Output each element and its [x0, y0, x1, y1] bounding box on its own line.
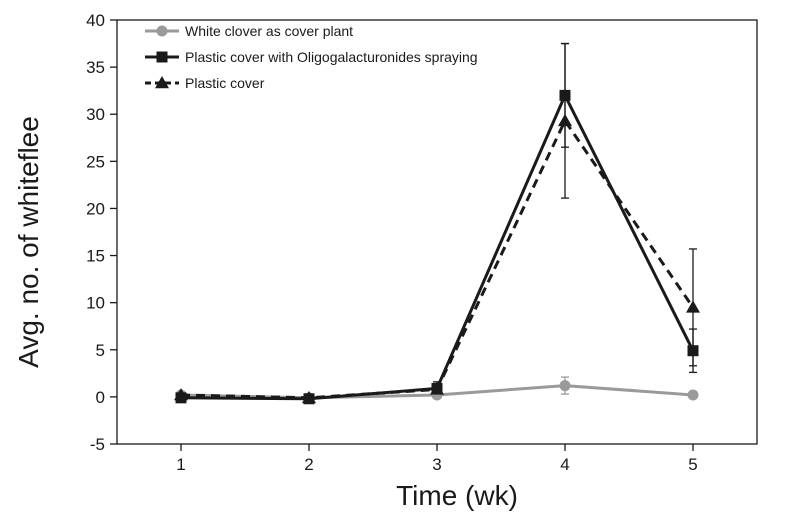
- data-point: [174, 388, 188, 401]
- data-point: [687, 345, 699, 357]
- x-tick-label: 5: [688, 455, 697, 474]
- data-point: [559, 89, 571, 101]
- axes: -5 0 5 10 15 20 25 30 35 40 1 2 3 4 5: [86, 11, 758, 474]
- x-tick-label: 2: [304, 455, 313, 474]
- y-tick-label: 0: [96, 388, 105, 407]
- y-tick-label: 20: [86, 199, 105, 218]
- data-point: [559, 380, 571, 392]
- data-point: [687, 389, 699, 401]
- y-tick-label: 5: [96, 341, 105, 360]
- y-tick-label: 15: [86, 247, 105, 266]
- x-tick-label: 1: [176, 455, 185, 474]
- series-line: [180, 119, 695, 400]
- data-point: [430, 382, 444, 395]
- legend: White clover as cover plant Plastic cover…: [145, 23, 478, 91]
- y-tick-label: -5: [90, 435, 105, 454]
- series-markers: [174, 89, 700, 405]
- data-point: [558, 113, 572, 127]
- data-point: [302, 390, 316, 404]
- y-tick-label: 25: [86, 152, 105, 171]
- legend-marker: [156, 25, 168, 37]
- legend-marker: [156, 51, 168, 63]
- data-point: [686, 300, 700, 313]
- legend-label: White clover as cover plant: [185, 23, 353, 39]
- y-tick-label: 10: [86, 294, 105, 313]
- y-tick-label: 35: [86, 58, 105, 77]
- legend-marker: [155, 76, 169, 89]
- legend-label: Plastic cover: [185, 75, 265, 91]
- y-tick-label: 40: [86, 11, 105, 30]
- x-tick-label: 4: [560, 455, 569, 474]
- series-lines: [180, 93, 695, 401]
- error-bars: [177, 42, 697, 401]
- y-tick-label: 30: [86, 105, 105, 124]
- x-axis-label: Time (wk): [396, 480, 518, 511]
- x-tick-label: 3: [432, 455, 441, 474]
- legend-label: Plastic cover with Oligogalacturonides s…: [185, 49, 478, 65]
- series-line: [180, 93, 695, 401]
- y-axis-label: Avg. no. of whiteflee: [13, 116, 44, 368]
